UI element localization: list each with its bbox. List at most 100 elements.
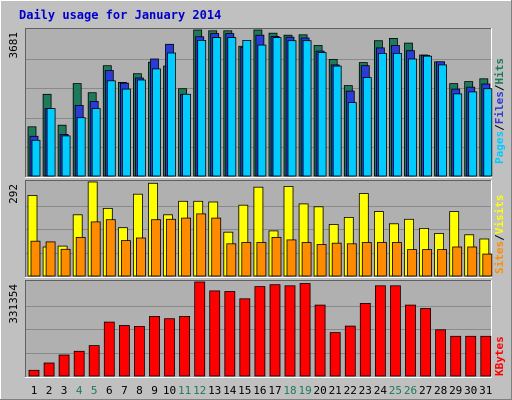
bar-sites-day-13 — [211, 217, 222, 277]
x-tick-label-day-14: 14 — [223, 384, 237, 397]
bar-pages-day-11 — [182, 93, 192, 177]
visits-panel — [25, 180, 493, 278]
x-tick-label-day-4: 4 — [76, 384, 83, 397]
bar-kbytes-day-26 — [405, 304, 416, 377]
bar-pages-day-22 — [347, 102, 357, 177]
x-tick-label-day-3: 3 — [61, 384, 68, 397]
bar-kbytes-day-9 — [149, 315, 160, 377]
bar-kbytes-day-19 — [299, 283, 311, 377]
x-tick-label-day-1: 1 — [31, 384, 38, 397]
bar-pages-day-23 — [362, 77, 372, 177]
bar-sites-day-1 — [30, 240, 41, 277]
bar-pages-day-18 — [287, 40, 297, 177]
bar-kbytes-day-6 — [103, 321, 115, 377]
x-tick-label-day-22: 22 — [344, 384, 357, 397]
bar-pages-day-25 — [392, 53, 402, 177]
x-tick-label-day-30: 30 — [464, 384, 477, 397]
bar-pages-day-8 — [136, 79, 146, 177]
bar-sites-day-20 — [316, 244, 327, 277]
x-tick-label-day-29: 29 — [449, 384, 462, 397]
bar-kbytes-day-2 — [43, 362, 55, 377]
bar-kbytes-day-7 — [119, 325, 130, 377]
bar-sites-day-16 — [256, 242, 267, 277]
x-tick-label-day-25: 25 — [389, 384, 402, 397]
bar-sites-day-22 — [346, 243, 357, 277]
bar-kbytes-day-24 — [374, 285, 386, 377]
bar-sites-day-24 — [376, 242, 387, 277]
bar-sites-day-4 — [75, 236, 86, 277]
bar-sites-day-21 — [331, 242, 342, 277]
bar-pages-day-7 — [122, 88, 131, 177]
svg-text:Pages/Files/Hits: Pages/Files/Hits — [493, 58, 506, 164]
bar-sites-day-3 — [60, 248, 71, 277]
bar-pages-day-4 — [76, 117, 86, 177]
legend-pages: Pages — [493, 131, 506, 164]
bar-kbytes-day-31 — [480, 335, 492, 377]
bar-pages-day-5 — [91, 108, 101, 177]
x-tick-label-day-5: 5 — [91, 384, 98, 397]
x-tick-label-day-26: 26 — [404, 384, 417, 397]
x-tick-label-day-9: 9 — [151, 384, 158, 397]
bar-sites-day-8 — [135, 237, 146, 277]
bar-kbytes-day-14 — [224, 291, 236, 377]
bar-pages-day-17 — [272, 37, 282, 177]
x-tick-label-day-11: 11 — [178, 384, 191, 397]
bar-pages-day-1 — [31, 139, 41, 177]
bar-pages-day-6 — [106, 80, 116, 177]
bar-sites-day-6 — [105, 219, 116, 277]
bar-pages-day-19 — [302, 40, 312, 177]
bar-pages-day-16 — [257, 44, 267, 177]
bar-pages-day-10 — [167, 52, 176, 177]
x-tick-label-day-18: 18 — [283, 384, 296, 397]
bar-kbytes-day-23 — [359, 302, 371, 377]
bar-sites-day-15 — [241, 242, 252, 277]
hits-legend: Pages/Files/Hits — [493, 58, 506, 164]
bar-pages-day-26 — [408, 58, 417, 177]
x-tick-label-day-20: 20 — [313, 384, 326, 397]
bar-kbytes-day-12 — [194, 281, 206, 377]
bar-kbytes-day-1 — [28, 369, 40, 377]
bar-kbytes-day-10 — [164, 318, 175, 377]
legend-visits: Visits — [493, 195, 506, 235]
visits-max-label: 292 — [7, 184, 20, 204]
x-tick-label-day-2: 2 — [46, 384, 53, 397]
x-tick-label-day-10: 10 — [163, 384, 176, 397]
bar-pages-day-2 — [46, 108, 56, 177]
x-tick-label-day-8: 8 — [136, 384, 143, 397]
bar-pages-day-9 — [152, 68, 161, 177]
bar-kbytes-day-15 — [239, 298, 251, 377]
bar-kbytes-day-5 — [88, 345, 100, 377]
hits-max-label: 3681 — [7, 32, 20, 59]
bar-sites-day-9 — [151, 219, 161, 277]
bar-kbytes-day-30 — [465, 335, 477, 377]
bar-sites-day-7 — [121, 240, 131, 277]
bar-kbytes-day-28 — [435, 329, 447, 377]
bar-pages-day-31 — [483, 88, 493, 177]
bar-sites-day-23 — [361, 242, 372, 277]
bar-pages-day-24 — [377, 53, 387, 177]
kbytes-max-label: 331354 — [7, 284, 20, 324]
bar-kbytes-day-8 — [133, 325, 145, 377]
bar-pages-day-12 — [197, 40, 207, 177]
legend-sites: Sites — [493, 241, 506, 274]
bar-pages-day-15 — [242, 40, 252, 177]
bar-pages-day-3 — [61, 135, 71, 177]
x-tick-label-day-12: 12 — [193, 384, 206, 397]
bar-kbytes-day-3 — [58, 354, 70, 377]
bar-sites-day-30 — [467, 246, 478, 277]
visits-legend: Sites/Visits — [493, 195, 506, 275]
bar-pages-day-21 — [332, 65, 342, 177]
bar-sites-day-19 — [301, 242, 312, 277]
bar-pages-day-13 — [212, 37, 222, 177]
kbytes-panel — [25, 280, 492, 378]
x-tick-label-day-7: 7 — [121, 384, 128, 397]
bar-kbytes-day-27 — [420, 308, 432, 377]
svg-text:Sites/Visits: Sites/Visits — [493, 195, 506, 275]
bar-pages-day-30 — [468, 91, 478, 177]
x-tick-label-day-23: 23 — [359, 384, 372, 397]
x-tick-label-day-27: 27 — [419, 384, 432, 397]
bar-kbytes-day-4 — [73, 350, 85, 377]
x-tick-label-day-28: 28 — [434, 384, 447, 397]
bar-kbytes-day-22 — [344, 325, 356, 377]
